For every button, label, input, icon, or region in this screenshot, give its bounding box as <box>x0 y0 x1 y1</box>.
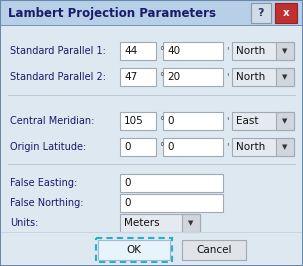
Text: OK: OK <box>126 245 142 255</box>
Bar <box>276 42 294 60</box>
Bar <box>163 42 223 60</box>
Bar <box>1 26 302 265</box>
Text: ▼: ▼ <box>282 118 288 124</box>
Text: 0: 0 <box>167 116 174 126</box>
Text: °: ° <box>159 46 164 56</box>
Text: ▼: ▼ <box>188 220 194 226</box>
Text: False Northing:: False Northing: <box>10 198 84 208</box>
Bar <box>276 138 294 156</box>
Bar <box>251 3 271 23</box>
Text: 105: 105 <box>124 116 144 126</box>
Text: Meters: Meters <box>124 218 160 228</box>
Bar <box>0 262 303 266</box>
Bar <box>276 68 294 86</box>
Text: 47: 47 <box>124 72 137 82</box>
Bar <box>276 112 294 130</box>
Text: Cancel: Cancel <box>196 245 232 255</box>
Bar <box>120 68 156 86</box>
Text: ': ' <box>226 116 228 126</box>
Bar <box>182 240 246 260</box>
Bar <box>232 138 294 156</box>
Bar <box>96 238 172 262</box>
Bar <box>120 112 156 130</box>
Text: 0: 0 <box>124 178 131 188</box>
Text: Lambert Projection Parameters: Lambert Projection Parameters <box>8 6 216 19</box>
Text: East: East <box>236 116 258 126</box>
Text: 0: 0 <box>124 142 131 152</box>
Text: Standard Parallel 2:: Standard Parallel 2: <box>10 72 106 82</box>
Bar <box>232 42 294 60</box>
Bar <box>120 214 200 232</box>
Text: °: ° <box>159 72 164 82</box>
Text: ': ' <box>226 142 228 152</box>
Text: 0: 0 <box>167 142 174 152</box>
Text: ': ' <box>226 46 228 56</box>
Text: x: x <box>283 8 289 18</box>
Bar <box>182 214 200 232</box>
Bar <box>163 112 223 130</box>
Text: 0: 0 <box>124 198 131 208</box>
Text: Central Meridian:: Central Meridian: <box>10 116 94 126</box>
Bar <box>120 138 156 156</box>
Text: 40: 40 <box>167 46 180 56</box>
Text: °: ° <box>159 142 164 152</box>
Bar <box>232 68 294 86</box>
Text: ?: ? <box>258 8 264 18</box>
Text: False Easting:: False Easting: <box>10 178 77 188</box>
Text: 20: 20 <box>167 72 180 82</box>
Text: °: ° <box>159 116 164 126</box>
Text: Units:: Units: <box>10 218 38 228</box>
Text: ▼: ▼ <box>282 48 288 54</box>
Bar <box>275 3 297 23</box>
Bar <box>120 194 223 212</box>
Text: North: North <box>236 46 265 56</box>
Text: North: North <box>236 72 265 82</box>
Bar <box>163 68 223 86</box>
Text: 44: 44 <box>124 46 137 56</box>
Text: ▼: ▼ <box>282 74 288 80</box>
Text: North: North <box>236 142 265 152</box>
Bar <box>1 1 302 25</box>
Bar <box>1 232 302 233</box>
Bar <box>163 138 223 156</box>
Bar <box>120 174 223 192</box>
Text: ▼: ▼ <box>282 144 288 150</box>
Text: ': ' <box>226 72 228 82</box>
Bar <box>0 0 303 26</box>
Bar <box>120 42 156 60</box>
Bar <box>98 240 170 260</box>
Text: Origin Latitude:: Origin Latitude: <box>10 142 86 152</box>
Bar <box>232 112 294 130</box>
Text: Standard Parallel 1:: Standard Parallel 1: <box>10 46 106 56</box>
